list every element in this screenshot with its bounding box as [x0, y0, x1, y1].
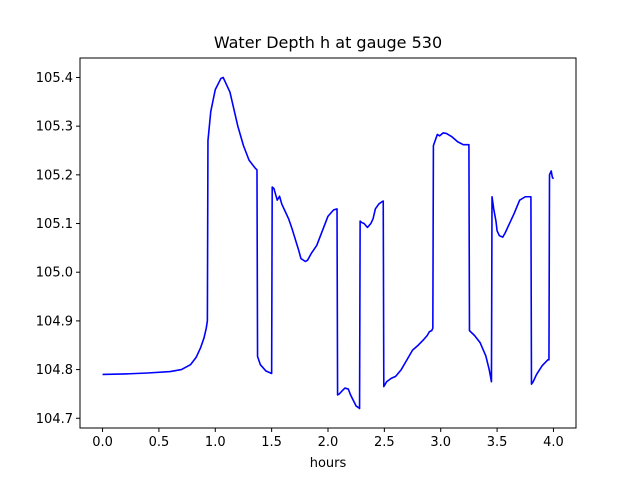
- y-tick-label: 104.7: [36, 412, 73, 427]
- y-tick-label: 104.8: [36, 363, 73, 378]
- plot-area: [80, 58, 576, 428]
- chart-title: Water Depth h at gauge 530: [214, 33, 442, 52]
- series-line-0: [102, 76, 555, 410]
- y-tick-label: 105.4: [36, 71, 73, 86]
- plot-frame: [79, 57, 577, 429]
- series-layer: [102, 76, 555, 410]
- y-tick-label: 105.0: [36, 266, 73, 281]
- y-tick-label: 105.2: [36, 168, 73, 183]
- x-axis-title: hours: [310, 456, 347, 471]
- x-axis-ticks: 0.0 0.5 1.0 1.5 2.0 2.5 3.0 3.5 4.0: [92, 428, 564, 450]
- x-tick-label: 0.5: [149, 435, 170, 450]
- x-tick-label: 3.0: [430, 435, 451, 450]
- x-tick-label: 2.5: [374, 435, 395, 450]
- x-tick-label: 0.0: [92, 435, 113, 450]
- x-tick-label: 3.5: [487, 435, 508, 450]
- x-tick-label: 1.0: [205, 435, 226, 450]
- y-axis-ticks: 104.7 104.8 104.9 105.0 105.1 105.2 105.3 105.4: [36, 71, 80, 427]
- y-tick-label: 105.1: [36, 217, 73, 232]
- y-tick-label: 104.9: [36, 314, 73, 329]
- x-tick-label: 4.0: [543, 435, 564, 450]
- y-tick-label: 105.3: [36, 120, 73, 135]
- x-tick-label: 2.0: [318, 435, 339, 450]
- x-tick-label: 1.5: [261, 435, 282, 450]
